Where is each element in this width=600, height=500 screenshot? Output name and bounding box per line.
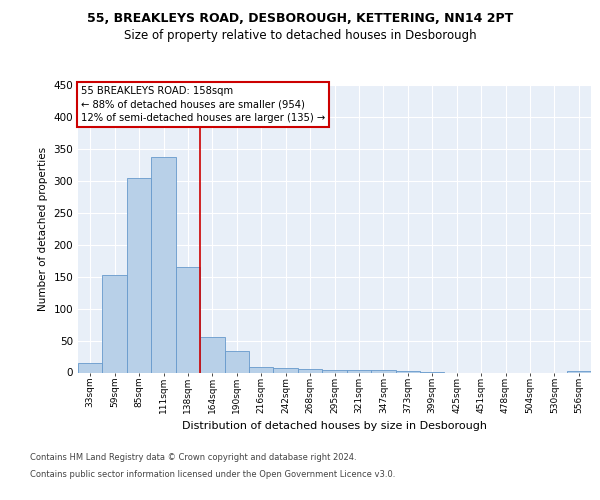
Text: 55, BREAKLEYS ROAD, DESBOROUGH, KETTERING, NN14 2PT: 55, BREAKLEYS ROAD, DESBOROUGH, KETTERIN… [87,12,513,26]
Bar [566,370,591,372]
X-axis label: Distribution of detached houses by size in Desborough: Distribution of detached houses by size … [182,422,487,432]
Bar [176,267,200,372]
Y-axis label: Number of detached properties: Number of detached properties [38,146,48,311]
Text: Size of property relative to detached houses in Desborough: Size of property relative to detached ho… [124,29,476,42]
Text: Contains public sector information licensed under the Open Government Licence v3: Contains public sector information licen… [30,470,395,479]
Bar [103,275,127,372]
Bar [127,178,151,372]
Bar [151,156,176,372]
Text: 55 BREAKLEYS ROAD: 158sqm
← 88% of detached houses are smaller (954)
12% of semi: 55 BREAKLEYS ROAD: 158sqm ← 88% of detac… [80,86,325,123]
Text: Contains HM Land Registry data © Crown copyright and database right 2024.: Contains HM Land Registry data © Crown c… [30,452,356,462]
Bar [78,363,103,372]
Bar [322,370,347,372]
Bar [200,338,224,372]
Bar [274,368,298,372]
Bar [395,371,420,372]
Bar [224,352,249,372]
Bar [249,367,274,372]
Bar [371,370,395,372]
Bar [347,370,371,372]
Bar [298,370,322,372]
